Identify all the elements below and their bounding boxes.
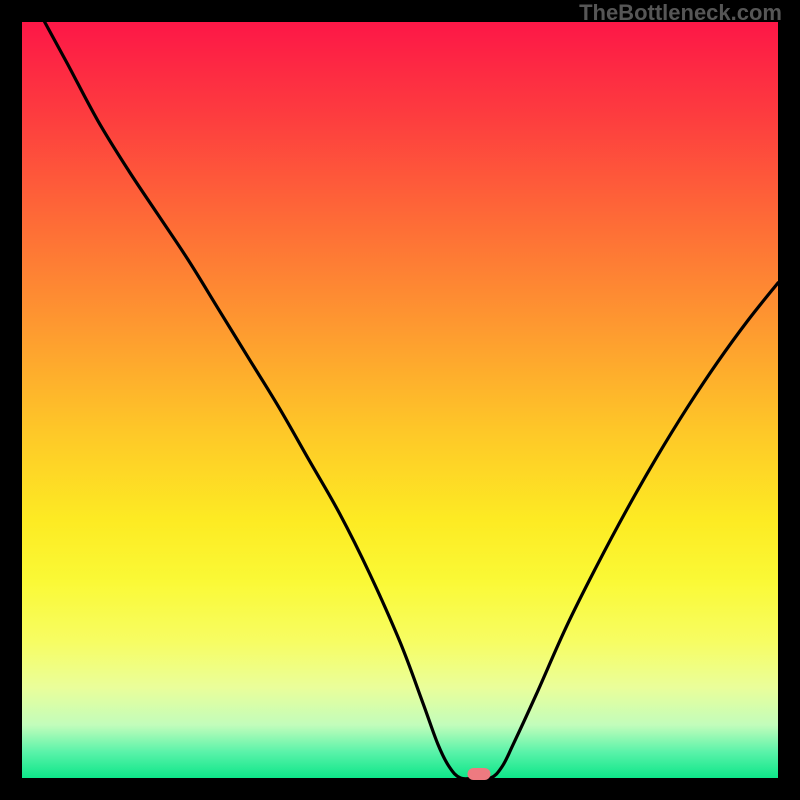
curve-path	[45, 22, 778, 779]
watermark-text: TheBottleneck.com	[579, 0, 782, 26]
bottleneck-curve	[22, 22, 778, 778]
plot-area	[22, 22, 778, 778]
optimum-marker	[468, 768, 491, 780]
chart-frame: TheBottleneck.com	[0, 0, 800, 800]
